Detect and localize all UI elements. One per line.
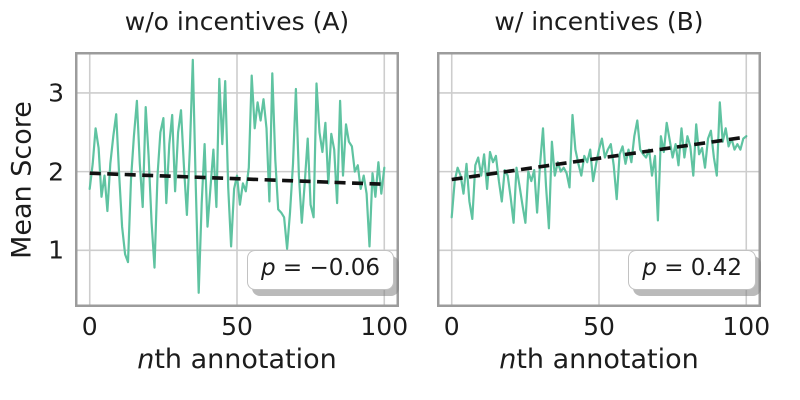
x-axis-label-rest: th annotation	[154, 344, 337, 375]
plot-border	[75, 52, 399, 307]
x-tick-label: 100	[360, 312, 409, 341]
trend-dashed-line	[89, 171, 385, 187]
x-axis-label-italic: n	[137, 344, 155, 375]
panel-without-incentives: w/o incentives (A) 0 50 100 p = −0.06 nth …	[75, 0, 408, 400]
x-tick-label: 50	[583, 312, 615, 341]
panel-with-incentives: w/ incentives (B) 0 50 100 p = 0.42 nth an…	[437, 0, 770, 400]
x-axis-label-rest: th annotation	[516, 344, 699, 375]
x-tick-label: 100	[722, 312, 771, 341]
line-plot	[75, 52, 399, 307]
x-tick-label: 0	[81, 312, 98, 341]
correlation-symbol: p	[261, 255, 276, 281]
panel-title: w/ incentives (B)	[494, 7, 704, 36]
plot-border	[437, 52, 761, 307]
x-tick-label: 50	[221, 312, 253, 341]
x-axis-label: nth annotation	[437, 344, 761, 376]
x-axis-label-italic: n	[499, 344, 517, 375]
correlation-annotation: p = 0.42	[628, 250, 756, 290]
data-series-line	[450, 101, 748, 230]
correlation-value: = 0.42	[656, 255, 742, 281]
x-tick-label: 0	[443, 312, 460, 341]
x-axis-label: nth annotation	[75, 344, 399, 376]
correlation-annotation: p = −0.06	[247, 250, 394, 290]
correlation-value: = −0.06	[275, 255, 380, 281]
trend-dashed-line	[451, 135, 747, 182]
data-series-line	[88, 58, 386, 294]
panel-title: w/o incentives (A)	[124, 7, 350, 36]
correlation-symbol: p	[642, 255, 657, 281]
y-axis-label: Mean Score	[6, 101, 38, 259]
